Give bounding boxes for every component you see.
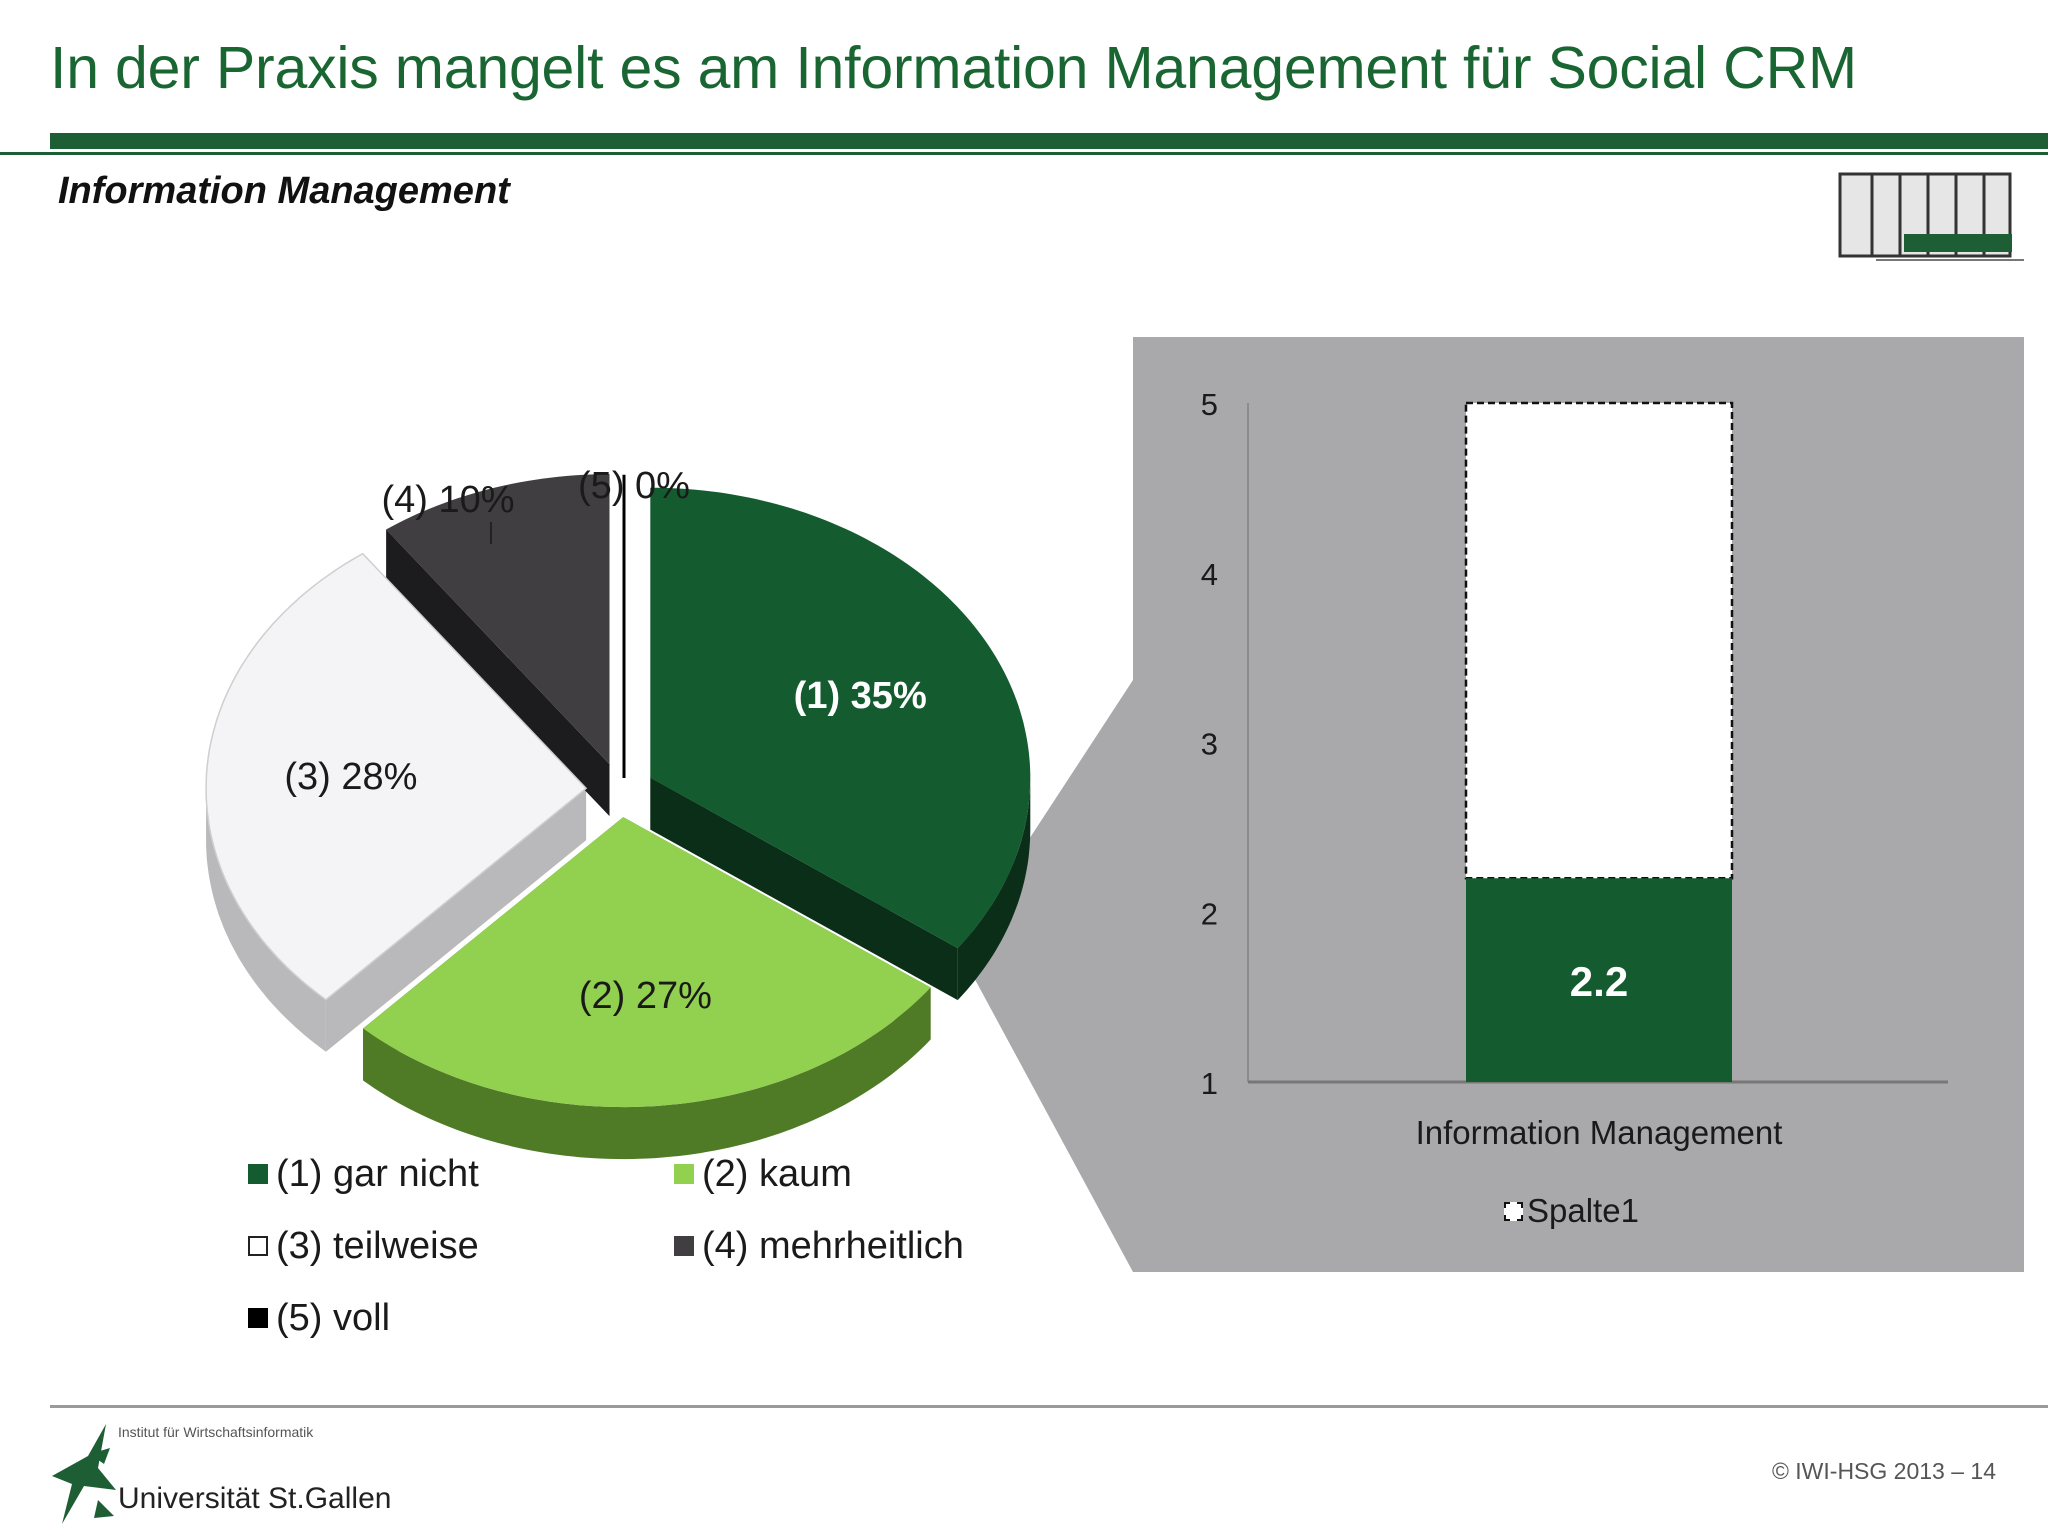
university-name: Universität St.Gallen bbox=[118, 1482, 392, 1515]
legend-label: (4) mehrheitlich bbox=[702, 1224, 964, 1267]
legend-item: (2) kaum bbox=[674, 1150, 852, 1198]
institute-name: Institut für Wirtschaftsinformatik bbox=[118, 1424, 314, 1440]
legend-label: (2) kaum bbox=[702, 1152, 852, 1195]
pie-slice-side bbox=[957, 777, 1031, 1001]
pie-data-label: (1) 35% bbox=[794, 675, 927, 717]
legend-item: (1) gar nicht bbox=[248, 1150, 479, 1198]
pie-slice-side bbox=[363, 987, 931, 1160]
pie-slice bbox=[363, 817, 931, 1108]
pie-slice-wall bbox=[325, 788, 587, 1052]
title-rule-thin bbox=[0, 152, 2048, 155]
bar-legend: Spalte1 bbox=[1504, 1192, 1639, 1230]
legend-label: (1) gar nicht bbox=[276, 1152, 479, 1195]
phase-diagram-icon bbox=[1838, 172, 2024, 261]
legend-label: (3) teilweise bbox=[276, 1224, 479, 1267]
bar-category-label: Information Management bbox=[1416, 1114, 1783, 1151]
legend-item: (4) mehrheitlich bbox=[674, 1222, 964, 1270]
legend-swatch bbox=[248, 1236, 268, 1256]
section-subtitle: Information Management bbox=[58, 170, 510, 212]
legend-item: (3) teilweise bbox=[248, 1222, 479, 1270]
bar-y-tick-label: 3 bbox=[1201, 727, 1218, 762]
bar-remainder bbox=[1464, 401, 1734, 880]
pie-data-label: (4) 10% bbox=[381, 479, 514, 521]
bar-y-tick-label: 2 bbox=[1201, 896, 1218, 931]
legend-swatch bbox=[674, 1164, 694, 1184]
bar-y-tick-label: 5 bbox=[1201, 387, 1218, 422]
bar-y-tick-label: 4 bbox=[1201, 557, 1218, 592]
pie-slice-wall bbox=[650, 777, 958, 1001]
legend-item: (5) voll bbox=[248, 1294, 390, 1342]
legend-label: (5) voll bbox=[276, 1296, 391, 1339]
hsg-logo-icon bbox=[52, 1424, 116, 1524]
bar-y-tick-label: 1 bbox=[1201, 1066, 1218, 1101]
pie-slice bbox=[205, 552, 588, 1001]
pie-chart: (1) 35% (2) 27% (3) 28% (4) 10% (5) 0% bbox=[205, 465, 1031, 1160]
bar-legend-swatch bbox=[1504, 1201, 1523, 1221]
pie-data-label: (2) 27% bbox=[579, 975, 712, 1017]
pie-data-label: (3) 28% bbox=[284, 756, 417, 798]
legend-swatch bbox=[248, 1308, 268, 1328]
pie-slice-side bbox=[206, 788, 326, 1052]
title-rule-thick bbox=[50, 133, 2048, 149]
bar-legend-label: Spalte1 bbox=[1527, 1192, 1639, 1229]
copyright: © IWI-HSG 2013 – 14 bbox=[1771, 1458, 1996, 1484]
legend-swatch bbox=[248, 1164, 268, 1184]
bar-data-label: 2.2 bbox=[1570, 958, 1628, 1005]
legend-swatch bbox=[674, 1236, 694, 1256]
pie-data-label: (5) 0% bbox=[578, 465, 690, 507]
pie-legend: (1) gar nicht (2) kaum (3) teilweise (4)… bbox=[248, 1150, 1048, 1390]
bar-chart: 1 2 3 4 5 2.2 Information Management bbox=[1201, 387, 1948, 1151]
pie-slice bbox=[386, 474, 610, 765]
slide-title: In der Praxis mangelt es am Information … bbox=[50, 35, 1857, 101]
bar-value bbox=[1466, 878, 1732, 1082]
pie-slice bbox=[650, 487, 1031, 949]
footer-rule bbox=[50, 1405, 2048, 1408]
pie-slice-wall bbox=[386, 529, 610, 817]
